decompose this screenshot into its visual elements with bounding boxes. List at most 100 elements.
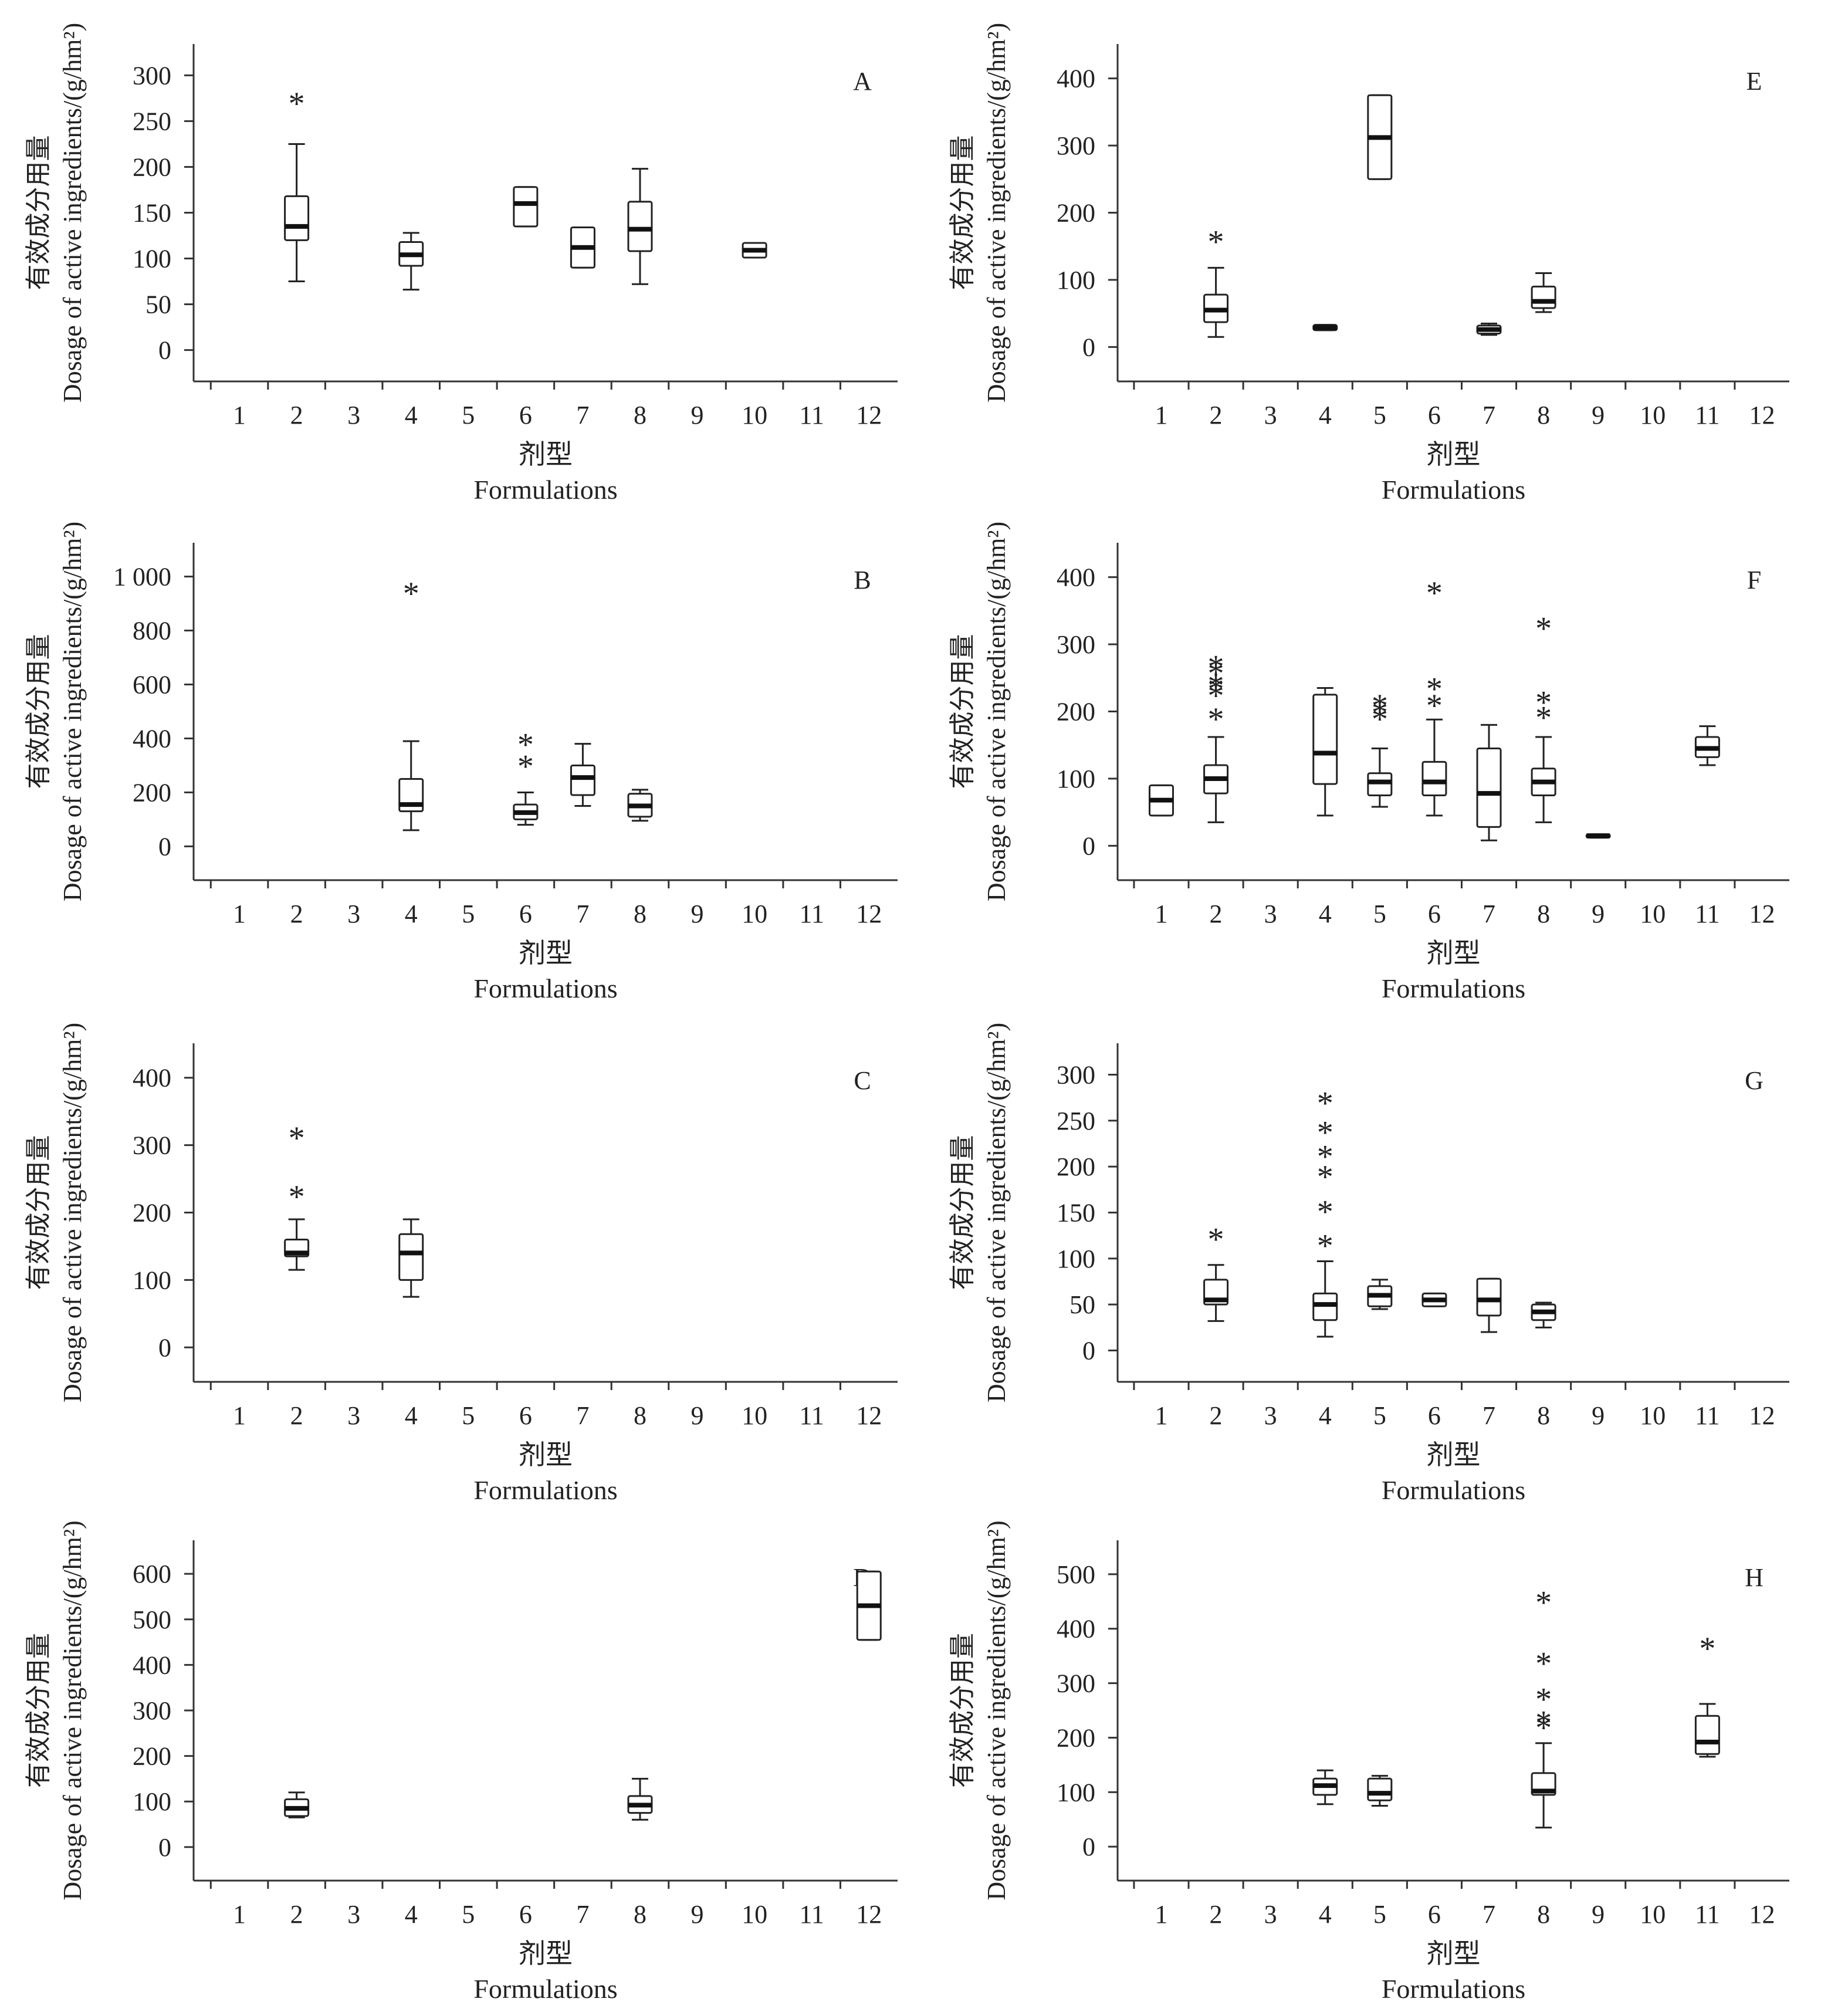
- y-tick-label: 150: [133, 199, 171, 228]
- y-tick-label: 100: [133, 1266, 171, 1294]
- box-cat-4: ******: [1312, 1086, 1338, 1338]
- x-tick-label: 7: [576, 1900, 589, 1929]
- box-cat-8: *****: [1531, 1584, 1556, 1829]
- y-tick-label: 200: [1057, 1152, 1095, 1181]
- y-title-en: Dosage of active ingredients/(g/hm²): [982, 1520, 1011, 1900]
- x-tick-label: 3: [1264, 401, 1277, 430]
- x-tick-label: 11: [1695, 1900, 1720, 1929]
- x-tick-label: 6: [519, 1401, 532, 1430]
- box-cat-2: [284, 1791, 310, 1818]
- x-tick-label: 11: [799, 1900, 824, 1929]
- box-cat-9: [1585, 833, 1611, 839]
- y-tick-label: 800: [133, 617, 171, 645]
- x-tick-label: 4: [1319, 900, 1332, 928]
- x-tick-label: 1: [1155, 401, 1167, 430]
- y-tick-label: 500: [1057, 1560, 1095, 1589]
- x-tick-label: 7: [1483, 900, 1495, 928]
- y-tick-label: 300: [133, 61, 171, 90]
- x-tick-label: 3: [1264, 1900, 1277, 1929]
- outlier-star: *: [1208, 224, 1224, 261]
- x-tick-label: 9: [691, 1401, 704, 1430]
- x-tick-label: 8: [1537, 401, 1550, 430]
- y-title-cn: 有效成分用量: [948, 1633, 977, 1788]
- x-tick-label: 12: [856, 1900, 882, 1929]
- x-tick-label: 1: [233, 900, 246, 928]
- x-title-cn: 剂型: [1427, 1440, 1481, 1470]
- x-tick-label: 8: [634, 1401, 647, 1430]
- outlier-star: *: [517, 727, 534, 763]
- box-cat-7: [1476, 322, 1502, 336]
- x-tick-label: 5: [462, 401, 475, 430]
- x-tick-label: 4: [1319, 401, 1332, 430]
- iqr-box: [1694, 1715, 1720, 1755]
- x-tick-label: 7: [1483, 1900, 1495, 1929]
- y-title-cn: 有效成分用量: [948, 634, 977, 789]
- x-tick-label: 5: [1373, 900, 1386, 928]
- x-tick-label: 9: [691, 1900, 704, 1929]
- x-tick-label: 7: [576, 1401, 589, 1430]
- x-tick-label: 4: [405, 900, 418, 928]
- outlier-star: *: [1317, 1086, 1333, 1122]
- y-tick-label: 400: [1057, 65, 1095, 93]
- x-tick-label: 8: [634, 1900, 647, 1929]
- y-tick-label: 300: [1057, 1061, 1095, 1090]
- x-tick-label: 6: [1428, 1900, 1441, 1929]
- x-title-en: Formulations: [1382, 1475, 1525, 1505]
- x-tick-label: 11: [1695, 900, 1720, 928]
- y-title-cn: 有效成分用量: [948, 1135, 977, 1290]
- y-title-cn: 有效成分用量: [24, 1633, 53, 1788]
- y-tick-label: 250: [1057, 1107, 1095, 1135]
- y-tick-label: 0: [158, 1833, 171, 1862]
- x-title-en: Formulations: [473, 973, 617, 1003]
- outlier-star: *: [1372, 688, 1388, 724]
- x-tick-label: 8: [1537, 1401, 1550, 1430]
- y-tick-label: 50: [145, 290, 171, 319]
- outlier-star: *: [1426, 671, 1443, 707]
- x-tick-label: 10: [1640, 401, 1666, 430]
- x-tick-label: 1: [233, 1900, 246, 1929]
- x-tick-label: 10: [742, 900, 767, 928]
- x-tick-label: 9: [1592, 900, 1605, 928]
- x-title-en: Formulations: [473, 1974, 617, 2004]
- x-tick-label: 11: [799, 401, 824, 430]
- y-tick-label: 0: [158, 832, 171, 861]
- box-cat-6: [513, 186, 539, 228]
- y-tick-label: 1 000: [113, 563, 171, 591]
- iqr-box: [570, 764, 595, 796]
- box-cat-11: [1694, 725, 1720, 766]
- y-tick-label: 100: [1057, 266, 1095, 295]
- panel-letter: H: [1745, 1563, 1764, 1592]
- x-tick-label: 6: [1428, 401, 1441, 430]
- x-tick-label: 10: [742, 1401, 767, 1430]
- x-tick-label: 9: [691, 401, 704, 430]
- box-cat-7: [570, 226, 595, 269]
- y-tick-label: 400: [133, 1064, 171, 1093]
- x-title-en: Formulations: [473, 475, 617, 505]
- y-title-en: Dosage of active ingredients/(g/hm²): [982, 522, 1011, 901]
- y-tick-label: 100: [1057, 1778, 1095, 1807]
- x-tick-label: 11: [1695, 1401, 1720, 1430]
- y-tick-label: 100: [1057, 1245, 1095, 1273]
- y-tick-label: 200: [133, 1199, 171, 1228]
- outlier-star: *: [1208, 701, 1224, 738]
- y-tick-label: 300: [133, 1696, 171, 1725]
- y-tick-label: 100: [1057, 765, 1095, 793]
- iqr-box: [1421, 760, 1447, 797]
- x-tick-label: 2: [290, 1401, 303, 1430]
- x-tick-label: 5: [1373, 1401, 1386, 1430]
- y-tick-label: 300: [1057, 1669, 1095, 1698]
- x-tick-label: 12: [856, 401, 882, 430]
- y-title-en: Dosage of active ingredients/(g/hm²): [58, 522, 87, 901]
- iqr-box: [1367, 1777, 1393, 1801]
- y-tick-label: 200: [133, 1742, 171, 1771]
- x-tick-label: 12: [856, 900, 882, 928]
- y-tick-label: 200: [1057, 1723, 1095, 1752]
- x-tick-label: 8: [1537, 900, 1550, 928]
- box-cat-5: [1367, 1774, 1393, 1807]
- x-tick-label: 10: [1640, 900, 1666, 928]
- iqr-box: [398, 1233, 424, 1281]
